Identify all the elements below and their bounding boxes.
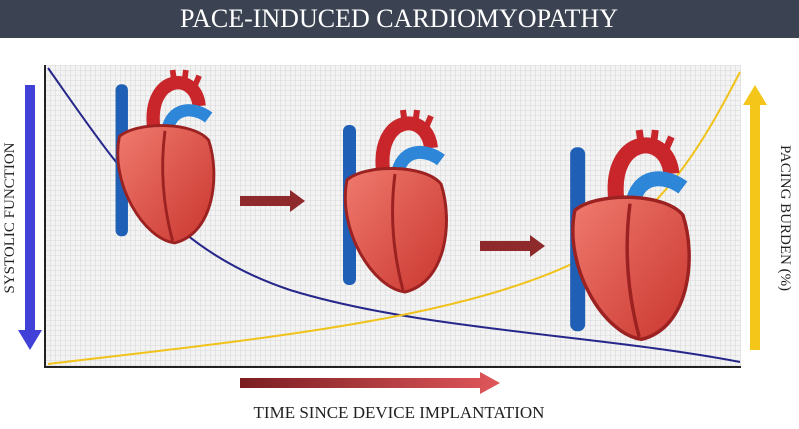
progress-arrow (480, 235, 545, 257)
right-label: PACING BURDEN (%) (777, 145, 793, 291)
systolic-arrow (18, 85, 42, 350)
bottom-label: TIME SINCE DEVICE IMPLANTATION (254, 403, 545, 422)
title: PACE-INDUCED CARDIOMYOPATHY (180, 4, 618, 33)
pacing-curve (47, 71, 741, 365)
left-label: SYSTOLIC FUNCTION (2, 142, 18, 293)
pacing-arrow (743, 85, 767, 350)
time-arrow (240, 372, 500, 394)
title-bar (0, 0, 799, 38)
progress-arrow (240, 190, 305, 212)
axes (44, 65, 741, 368)
